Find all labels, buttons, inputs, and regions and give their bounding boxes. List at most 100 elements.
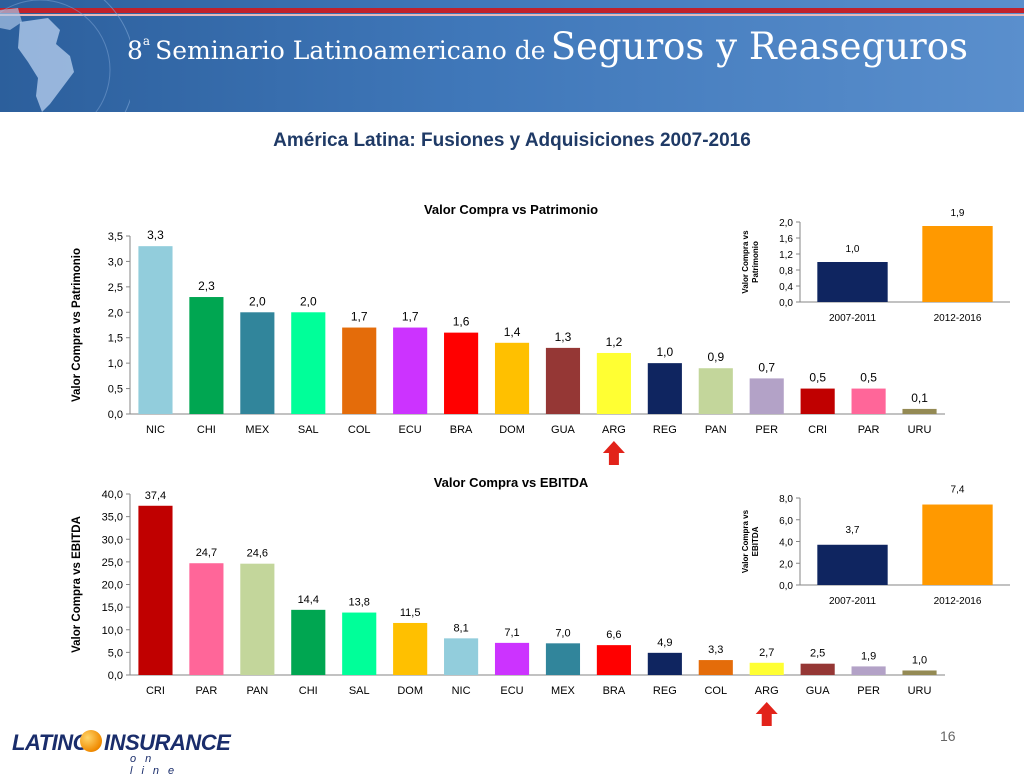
category-label: PAR (196, 685, 218, 697)
category-label: PER (755, 424, 778, 436)
y-tick-label: 1,0 (108, 358, 123, 370)
category-label: NIC (146, 424, 165, 436)
category-label: 2012-2016 (934, 313, 982, 324)
data-label: 8,1 (453, 622, 468, 634)
category-label: BRA (450, 424, 473, 436)
category-label: URU (908, 685, 932, 697)
banner-red-stripe (0, 8, 1024, 13)
bar (189, 297, 224, 414)
bar (545, 347, 581, 414)
data-label: 7,0 (555, 627, 570, 639)
category-label: NIC (452, 685, 471, 697)
category-label: PER (857, 685, 880, 697)
y-tick-label: 1,6 (779, 234, 793, 245)
data-label: 3,7 (846, 525, 860, 536)
bar (545, 643, 581, 675)
bar (342, 327, 377, 414)
bar (444, 332, 479, 414)
y-tick-label: 30,0 (102, 534, 123, 546)
data-label: 0,9 (707, 350, 724, 364)
bar (851, 388, 886, 414)
bar (817, 544, 888, 585)
y-tick-label: 2,0 (108, 307, 123, 319)
data-label: 0,5 (809, 371, 826, 385)
y-tick-label: 0,5 (108, 384, 123, 396)
category-label: REG (653, 685, 677, 697)
data-label: 0,1 (911, 391, 928, 405)
highlight-arrow-icon (755, 702, 778, 726)
category-label: REG (653, 424, 677, 436)
data-label: 7,1 (504, 627, 519, 639)
category-label: ECU (500, 685, 523, 697)
data-label: 4,9 (657, 637, 672, 649)
y-tick-label: 2,0 (779, 218, 793, 229)
category-label: PAN (705, 424, 727, 436)
y-tick-label: 5,0 (108, 647, 123, 659)
category-label: CHI (197, 424, 216, 436)
data-label: 3,3 (147, 228, 164, 242)
y-tick-label: 0,0 (779, 298, 793, 309)
data-label: 3,3 (708, 644, 723, 656)
slide-title: América Latina: Fusiones y Adquisiciones… (273, 130, 751, 151)
data-label: 11,5 (400, 607, 421, 619)
data-label: 2,3 (198, 279, 215, 293)
category-label: DOM (499, 424, 525, 436)
data-label: 24,7 (196, 547, 217, 559)
bar (800, 663, 835, 675)
y-tick-label: 25,0 (102, 557, 123, 569)
data-label: 1,2 (606, 335, 623, 349)
category-label: GUA (551, 424, 576, 436)
data-label: 0,7 (758, 360, 775, 374)
data-label: 14,4 (298, 594, 319, 606)
data-label: 1,0 (657, 345, 674, 359)
category-label: CRI (808, 424, 827, 436)
y-tick-label: 3,5 (108, 231, 123, 243)
bar (596, 352, 631, 414)
y-tick-label: 4,0 (779, 538, 793, 549)
data-label: 24,6 (247, 548, 268, 560)
y-tick-label: 0,0 (108, 670, 123, 682)
category-label: SAL (349, 685, 370, 697)
category-label: COL (704, 685, 727, 697)
bar (393, 622, 428, 675)
bar (393, 327, 428, 414)
y-tick-label: 15,0 (102, 602, 123, 614)
banner-title: 8a Seminario Latinoamericano de Seguros … (127, 25, 968, 68)
bar (851, 666, 886, 675)
data-label: 37,4 (145, 490, 166, 502)
category-label: DOM (397, 685, 423, 697)
category-label: PAN (246, 685, 268, 697)
bar (902, 670, 937, 675)
y-tick-label: 2,5 (108, 282, 123, 294)
data-label: 1,9 (951, 208, 965, 219)
data-label: 1,7 (402, 310, 419, 324)
data-label: 1,0 (912, 654, 927, 666)
latino-insurance-logo: LATINO INSURANCE on line (12, 730, 231, 777)
data-label: 2,5 (810, 648, 825, 660)
category-label: ECU (399, 424, 422, 436)
data-label: 1,4 (504, 325, 521, 339)
category-label: CRI (146, 685, 165, 697)
y-tick-label: 6,0 (779, 516, 793, 527)
bar (596, 645, 631, 675)
data-label: 2,0 (300, 294, 317, 308)
page-number: 16 (940, 728, 956, 744)
data-label: 0,5 (860, 371, 877, 385)
bar (444, 638, 479, 675)
y-tick-label: 35,0 (102, 512, 123, 524)
bar (647, 363, 682, 414)
data-label: 1,7 (351, 310, 368, 324)
bar (698, 368, 733, 414)
category-label: ARG (602, 424, 626, 436)
bar (291, 609, 326, 675)
bar (647, 652, 682, 675)
y-axis-title: EBITDA (751, 526, 760, 556)
y-tick-label: 0,0 (779, 581, 793, 592)
y-axis-title: Valor Compra vs (741, 230, 750, 294)
bar (800, 388, 835, 414)
bar (922, 226, 993, 302)
category-label: 2007-2011 (829, 596, 877, 607)
bar (240, 563, 275, 675)
chart-title: Valor Compra vs Patrimonio (424, 202, 598, 217)
